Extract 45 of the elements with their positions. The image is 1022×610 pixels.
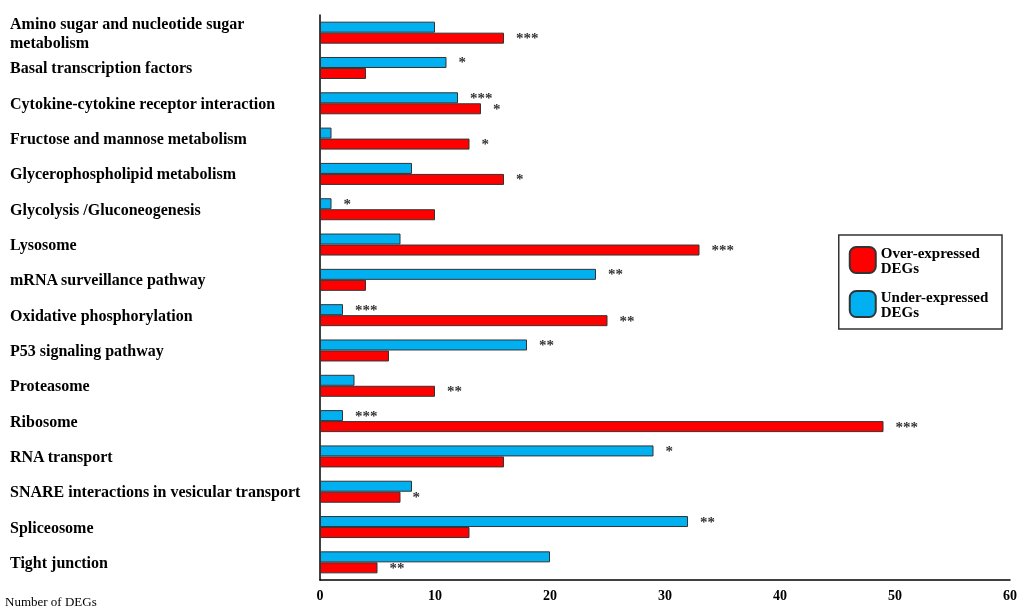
- data-label: *: [458, 54, 466, 71]
- y-tick-label: Cytokine-cytokine receptor interaction: [10, 94, 276, 113]
- data-label: **: [619, 312, 635, 329]
- data-label: *: [665, 442, 673, 459]
- y-tick-label: mRNA surveillance pathway: [10, 271, 206, 290]
- y-tick-label: Basal transcription factors: [10, 59, 193, 78]
- x-tick-label: 0: [316, 587, 324, 603]
- data-label: ***: [516, 30, 539, 47]
- data-label: *: [481, 136, 489, 153]
- x-axis-title: Number of DEGs: [5, 594, 97, 609]
- y-tick-label: Ribosome: [10, 412, 78, 430]
- x-tick-label: 30: [658, 587, 672, 603]
- y-tick-label: P53 signaling pathway: [10, 341, 164, 360]
- x-tick-label: 20: [543, 587, 557, 603]
- y-tick-label: Lysosome: [10, 236, 77, 255]
- data-label: *: [343, 195, 351, 212]
- y-tick-label: Tight junction: [10, 553, 109, 572]
- data-label: ***: [711, 242, 734, 259]
- y-tick-label: Fructose and mannose metabolism: [10, 130, 248, 148]
- y-tick-label: Spliceosome: [10, 518, 94, 537]
- x-tick-label: 10: [428, 587, 442, 603]
- y-tick-label: Proteasome: [10, 377, 90, 395]
- data-label: **: [700, 513, 715, 530]
- x-tick-label: 40: [773, 587, 787, 603]
- data-label: *: [516, 171, 524, 188]
- y-tick-label: Glycerophospholipid metabolism: [10, 165, 237, 184]
- y-tick-label: Glycolysis /Gluconeogenesis: [10, 200, 201, 219]
- data-label: **: [447, 383, 462, 400]
- data-label: **: [608, 266, 623, 283]
- x-tick-label: 60: [1003, 587, 1017, 603]
- data-label: ***: [355, 407, 378, 424]
- y-tick-label: SNARE interactions in vesicular transport: [10, 483, 302, 502]
- data-label: **: [389, 559, 405, 576]
- x-tick-label: 50: [888, 587, 902, 603]
- data-label: *: [412, 489, 420, 506]
- data-label: ***: [355, 301, 378, 318]
- y-tick-label: Amino sugar and nucleotide sugar metabolism: [10, 14, 249, 51]
- data-label: ***: [895, 418, 918, 435]
- data-label: **: [539, 336, 554, 353]
- data-label: ***: [470, 89, 493, 106]
- data-label: *: [493, 100, 501, 117]
- legend-label: Over-expressed DEGs: [880, 244, 984, 276]
- y-tick-label: RNA transport: [10, 447, 114, 466]
- legend-label: Under-expressed DEGs: [880, 288, 993, 320]
- y-tick-label: Oxidative phosphorylation: [10, 306, 193, 325]
